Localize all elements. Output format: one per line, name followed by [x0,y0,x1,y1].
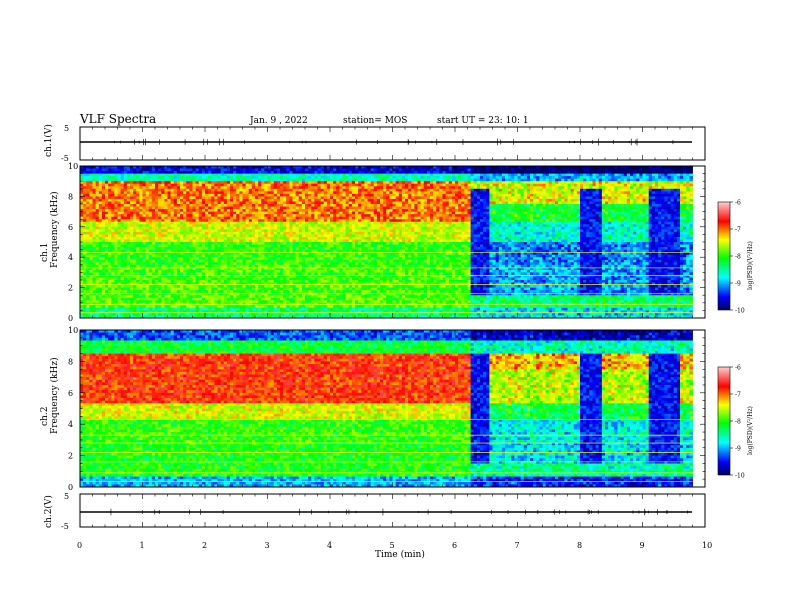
time-tick-label: 3 [265,541,270,550]
ch2-freq-axis-label: Frequency (kHz) [49,357,60,434]
ch2-wave-ytick-bottom: -5 [61,522,69,531]
time-tick-label: 6 [452,541,457,550]
ch2-colorbar-ticks: -6 -7 -8 -9 -10 [730,365,745,480]
time-tick-label: 7 [515,541,520,550]
colorbar-tick-label: -6 [735,365,741,372]
time-axis-tick-labels: 0 1 2 3 4 5 6 7 8 9 10 [77,541,712,550]
station-label: station= MOS [343,116,407,126]
time-tick-label: 4 [327,541,332,550]
ch2-colorbar-label: log(PSD)(V²/Hz) [747,406,754,455]
freq-tick-label: 10 [68,162,78,171]
freq-tick-label: 8 [68,357,73,366]
colorbar-tick-label: -8 [735,419,741,426]
freq-tick-label: 4 [68,420,73,429]
colorbar-tick-label: -7 [735,392,741,399]
chart-title: VLF Spectra [79,112,156,126]
ch2-wave-ytick-top: 5 [64,492,69,501]
ch1-colorbar-ticks: -6 -7 -8 -9 -10 [730,200,745,315]
freq-tick-label: 4 [68,253,73,262]
time-axis-label: Time (min) [375,549,425,560]
time-tick-label: 5 [390,541,395,550]
colorbar-tick-label: -9 [735,281,741,288]
ch1-spectrogram-image [80,166,705,318]
ch1-colorbar-gradient [717,201,731,311]
ch1-waveform-frame [79,126,706,161]
ch1-colorbar-label: log(PSD)(V²/Hz) [747,241,754,290]
colorbar-tick-label: -10 [735,473,745,480]
ch2-spectrogram-image [80,330,705,487]
colorbar-tick-label: -7 [735,227,741,234]
ch1-colorbar: -6 -7 -8 -9 -10 log(PSD)(V²/Hz) [717,200,754,315]
ch2-spectrogram-panel: 0 2 4 6 8 10 ch.2 Frequency (kHz) [40,326,706,492]
ch1-wave-ytick-top: 5 [64,124,69,133]
ch2-wave-ylabel: ch.2(V) [43,495,54,528]
ch1-spec-channel-label: ch.1 [40,243,50,262]
ch1-freq-ticks: 0 2 4 6 8 10 [68,162,705,323]
start-ut-label: start UT = 23: 10: 1 [437,116,529,126]
ch2-colorbar: -6 -7 -8 -9 -10 log(PSD)(V²/Hz) [717,365,754,480]
ch2-waveform-spikes [79,508,688,516]
freq-tick-label: 0 [68,483,73,492]
ch2-waveform-panel: 5 -5 ch.2(V) [43,492,706,531]
time-tick-label: 9 [640,541,645,550]
freq-tick-label: 6 [68,389,73,398]
freq-tick-label: 8 [68,192,73,201]
ch1-freq-axis-label: Frequency (kHz) [49,191,60,268]
colorbar-tick-label: -9 [735,446,741,453]
time-tick-label: 1 [140,541,145,550]
colorbar-tick-label: -6 [735,200,741,207]
ch1-wave-ylabel: ch.1(V) [43,124,54,157]
freq-tick-label: 0 [68,314,73,323]
time-tick-label: 0 [77,541,82,550]
time-tick-label: 10 [702,541,712,550]
freq-tick-label: 2 [68,452,73,461]
colorbar-tick-label: -8 [735,254,741,261]
time-axis-ticks [79,127,706,527]
ch1-waveform-panel: 5 -5 ch.1(V) [43,124,706,163]
ch2-spec-channel-label: ch.2 [40,407,50,426]
time-tick-label: 8 [577,541,582,550]
freq-tick-label: 6 [68,223,73,232]
ch1-wave-ytick-bottom: -5 [61,154,69,163]
date-label: Jan. 9 , 2022 [249,116,308,126]
ch1-spectrogram-panel: 0 2 4 6 8 10 ch.1 Frequency (kHz) [40,162,706,323]
ch2-colorbar-gradient [717,366,731,476]
freq-tick-label: 10 [68,326,78,335]
ch1-waveform-spikes [114,138,674,146]
ch2-freq-ticks: 0 2 4 6 8 10 [68,326,705,492]
freq-tick-label: 2 [68,284,73,293]
time-tick-label: 2 [202,541,207,550]
colorbar-tick-label: -10 [735,308,745,315]
